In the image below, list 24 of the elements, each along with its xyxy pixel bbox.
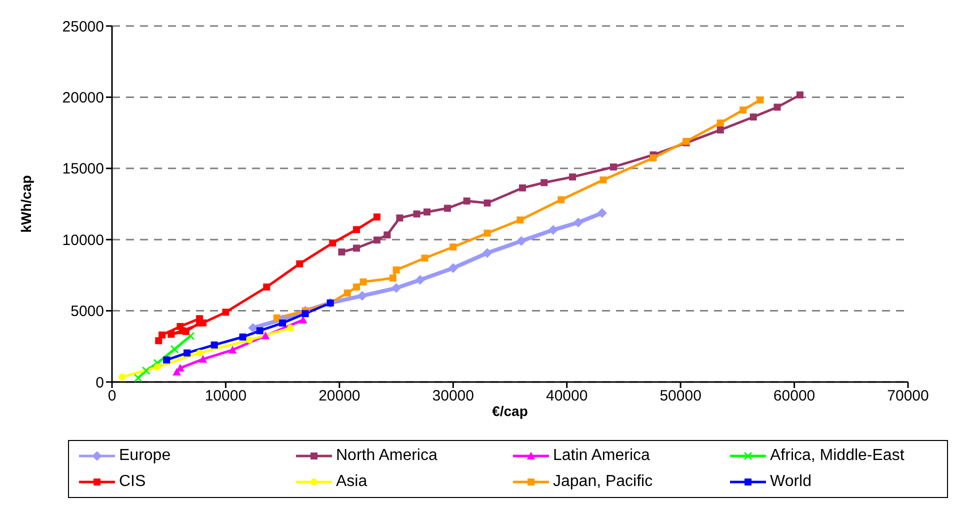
y-tick-label: 20000 xyxy=(62,90,104,107)
legend-label: World xyxy=(770,473,812,491)
y-tick-label: 0 xyxy=(96,374,104,392)
x-tick-label: 30000 xyxy=(432,388,474,405)
x-tick-label: 10000 xyxy=(204,388,247,405)
x-tick-label: 70000 xyxy=(887,388,929,405)
legend-label: CIS xyxy=(119,473,146,491)
x-tick-label: 60000 xyxy=(773,388,816,405)
x-tick-label: 50000 xyxy=(660,388,702,405)
legend-label: North America xyxy=(336,447,438,465)
y-axis-title: kWh/cap xyxy=(18,175,34,233)
y-tick-label: 5000 xyxy=(70,303,104,320)
legend-label: Japan, Pacific xyxy=(553,473,653,491)
y-tick-label: 15000 xyxy=(62,160,104,178)
legend-label: Africa, Middle-East xyxy=(770,447,904,465)
x-tick-label: 40000 xyxy=(546,388,588,405)
legend-label: Asia xyxy=(336,473,368,491)
x-axis-title: €/cap xyxy=(492,403,528,419)
legend-label: Latin America xyxy=(553,447,650,465)
x-tick-label: 20000 xyxy=(318,388,360,405)
legend-label: Europe xyxy=(119,447,171,465)
x-tick-label: 0 xyxy=(108,388,116,405)
y-tick-label: 25000 xyxy=(62,18,104,36)
y-tick-label: 10000 xyxy=(62,232,104,249)
